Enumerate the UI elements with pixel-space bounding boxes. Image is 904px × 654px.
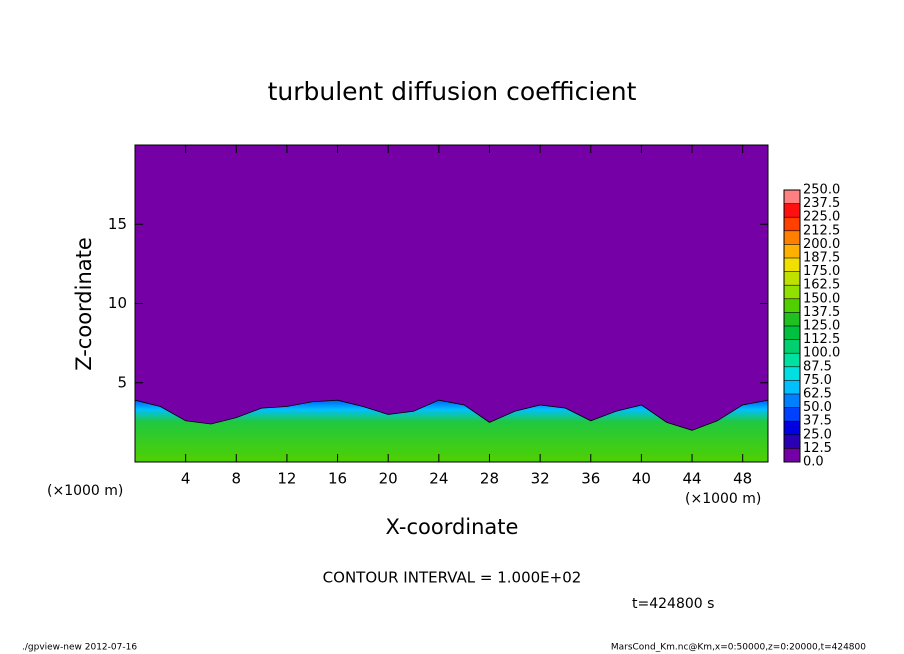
colorbar-swatch xyxy=(784,203,800,218)
x-unit: (×1000 m) xyxy=(685,491,761,507)
colorbar-label: 187.5 xyxy=(803,251,840,266)
y-axis-title: Z-coordinate xyxy=(72,237,96,371)
x-tick-label: 4 xyxy=(181,470,191,488)
colorbar-label: 12.5 xyxy=(803,441,832,456)
boundary-layer xyxy=(134,399,769,463)
x-tick-label: 20 xyxy=(379,470,398,488)
x-axis-title: X-coordinate xyxy=(386,515,519,539)
footer-right: MarsCond_Km.nc@Km,x=0:50000,z=0:20000,t=… xyxy=(611,643,866,653)
colorbar-swatch xyxy=(784,339,800,354)
x-tick-label: 48 xyxy=(733,470,752,488)
colorbar-swatch xyxy=(784,298,800,313)
colorbar-label: 212.5 xyxy=(803,223,840,238)
colorbar-swatch xyxy=(784,366,800,381)
contour-note: CONTOUR INTERVAL = 1.000E+02 xyxy=(323,569,582,587)
y-unit: (×1000 m) xyxy=(47,483,123,499)
colorbar-swatch xyxy=(784,421,800,435)
y-tick-label: 5 xyxy=(117,373,127,391)
colorbar-label: 200.0 xyxy=(803,237,840,252)
colorbar-swatch xyxy=(784,380,800,394)
x-tick-label: 40 xyxy=(632,470,651,488)
colorbar-label: 175.0 xyxy=(803,264,840,279)
colorbar-swatch xyxy=(784,271,800,286)
colorbar-label: 50.0 xyxy=(803,400,832,415)
colorbar-swatch xyxy=(784,230,800,245)
colorbar-label: 250.0 xyxy=(803,183,840,198)
time-note: t=424800 s xyxy=(632,596,714,612)
colorbar-label: 150.0 xyxy=(803,291,840,306)
colorbar-swatch xyxy=(784,448,800,462)
colorbar-swatch xyxy=(784,285,800,299)
colorbar-label: 75.0 xyxy=(803,373,832,388)
y-tick-label: 15 xyxy=(108,215,127,233)
x-tick-label: 24 xyxy=(429,470,448,488)
x-tick-label: 32 xyxy=(531,470,550,488)
colorbar-label: 37.5 xyxy=(803,414,832,429)
x-tick-label: 16 xyxy=(328,470,347,488)
colorbar-swatch xyxy=(784,217,800,231)
footer-left: ./gpview-new 2012-07-16 xyxy=(22,643,137,653)
colorbar-label: 125.0 xyxy=(803,319,840,334)
colorbar-label: 112.5 xyxy=(803,332,840,347)
colorbar-swatch xyxy=(784,312,800,326)
colorbar-label: 100.0 xyxy=(803,346,840,361)
colorbar-swatch xyxy=(784,394,800,408)
colorbar-swatch xyxy=(784,353,800,367)
x-tick-label: 44 xyxy=(682,470,701,488)
colorbar-swatch xyxy=(784,407,800,422)
x-tick-label: 28 xyxy=(480,470,499,488)
colorbar-swatch xyxy=(784,258,800,272)
x-tick-label: 12 xyxy=(277,470,296,488)
chart-title: turbulent diffusion coefficient xyxy=(268,77,637,106)
colorbar-swatch xyxy=(784,190,800,204)
y-tick-label: 10 xyxy=(108,294,127,312)
colorbar-swatch xyxy=(784,326,800,340)
colorbar-label: 87.5 xyxy=(803,359,832,374)
colorbar-label: 137.5 xyxy=(803,305,840,320)
colorbar-label: 0.0 xyxy=(803,455,824,470)
colorbar-swatch xyxy=(784,434,800,449)
colorbar-swatch xyxy=(784,244,800,258)
colorbar-label: 237.5 xyxy=(803,196,840,211)
colorbar-label: 62.5 xyxy=(803,387,832,402)
x-tick-label: 8 xyxy=(232,470,242,488)
colorbar-label: 162.5 xyxy=(803,278,840,293)
colorbar-label: 225.0 xyxy=(803,210,840,225)
colorbar-label: 25.0 xyxy=(803,427,832,442)
x-tick-label: 36 xyxy=(581,470,600,488)
